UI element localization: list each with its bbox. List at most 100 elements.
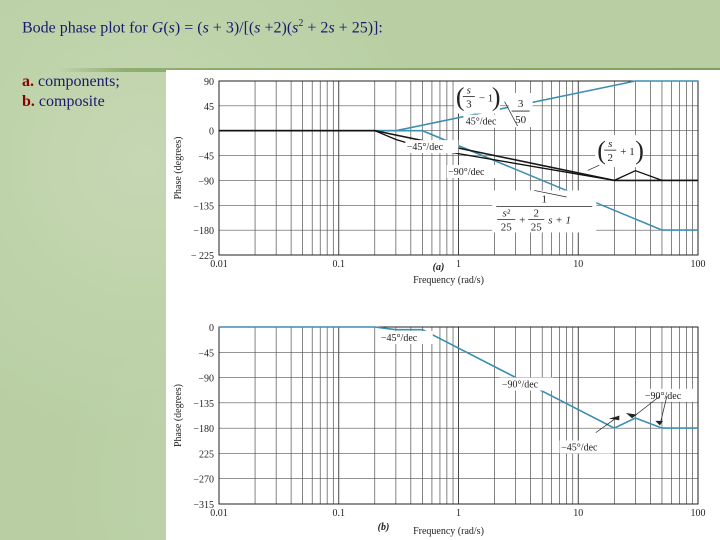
slide-title: Bode phase plot for G(s) = (s + 3)/[(s +… xyxy=(22,18,702,37)
annotation-label: −45°/dec xyxy=(561,443,598,454)
y-axis-label: Phase (degrees) xyxy=(173,384,184,447)
y-tick-label: 0 xyxy=(209,127,214,138)
annotation-bg xyxy=(508,93,533,128)
leader-line xyxy=(587,164,600,171)
annotation-label: 45°/dec xyxy=(466,117,497,128)
x-tick-label: 1 xyxy=(456,259,461,270)
y-tick-label: 45 xyxy=(204,102,214,113)
title-prefix: Bode phase plot for xyxy=(22,19,152,37)
title-part: + 2 xyxy=(303,19,329,37)
annotation-label: + 1 xyxy=(620,146,634,158)
y-tick-label: −45 xyxy=(198,348,214,359)
bullet-item: b. composite xyxy=(22,92,120,112)
annotation-label: −45°/dec xyxy=(381,333,418,344)
y-tick-label: − 225 xyxy=(191,251,214,262)
y-tick-label: −270 xyxy=(193,475,214,486)
y-axis-label: Phase (degrees) xyxy=(173,136,184,199)
x-axis-label: Frequency (rad/s) xyxy=(413,275,484,286)
annotation-paren: ) xyxy=(492,83,501,112)
annotation-label: 3 xyxy=(518,98,524,110)
y-tick-label: −90 xyxy=(198,176,214,187)
bullet-text: composite xyxy=(34,93,105,110)
y-tick-label: −180 xyxy=(193,424,214,435)
bode-figure: 90 45 0 −45 −90 −135 −180− 225 0.01 0.1 1 10 100 Fre… xyxy=(166,70,720,540)
annotation-bg xyxy=(499,377,553,391)
x-tick-label: 0.01 xyxy=(210,259,228,270)
bullet-list: a. components; b. composite xyxy=(22,72,120,112)
x-tick-label: 10 xyxy=(573,259,583,270)
y-tick-label: −45 xyxy=(198,152,214,163)
annotation-label: s² xyxy=(502,207,510,219)
panel-label: (b) xyxy=(378,522,390,533)
x-tick-label: 0.01 xyxy=(210,508,228,519)
title-part: +2)( xyxy=(260,19,293,37)
title-g: G xyxy=(151,19,164,37)
bullet-text: components; xyxy=(34,73,120,90)
annotation-bg xyxy=(492,190,597,233)
title-var: s xyxy=(202,19,209,37)
bullet-label: a. xyxy=(22,73,34,90)
title-part: ) = ( xyxy=(174,19,203,37)
annotation-label: 2 xyxy=(533,207,539,219)
title-sup: 2 xyxy=(298,18,304,29)
bullet-label: b. xyxy=(22,93,35,110)
y-tick-label: 225 xyxy=(199,449,214,460)
annotation-paren: ( xyxy=(597,136,606,165)
annotation-bg xyxy=(453,81,500,114)
annotation-label: −90°/dec xyxy=(502,380,539,391)
panel-label: (a) xyxy=(433,262,445,273)
x-tick-label: 0.1 xyxy=(333,259,346,270)
y-tick-label: −135 xyxy=(193,201,214,212)
leader-line xyxy=(659,396,668,426)
annotation-bg xyxy=(559,440,613,454)
annotation-label: 50 xyxy=(515,114,527,126)
title-var: s xyxy=(292,19,299,37)
annotation-label: 3 xyxy=(466,99,472,111)
annotation-label: −90°/dec xyxy=(645,391,682,402)
arrow-head xyxy=(625,412,638,419)
plot-frame xyxy=(218,326,699,505)
leader-line xyxy=(534,190,567,198)
leader-line xyxy=(631,395,661,419)
arrow-head xyxy=(608,415,620,421)
annotation-label: 2 xyxy=(608,152,614,164)
leader-line xyxy=(504,101,518,127)
y-tick-label: −90 xyxy=(198,374,214,385)
annotation-label: 25 xyxy=(531,221,543,233)
title-part: + 25)]: xyxy=(334,19,383,37)
annotation-label: −45°/dec xyxy=(407,142,444,153)
annotation-label: s + 1 xyxy=(548,214,571,226)
arrow-head xyxy=(655,420,663,426)
plot-frame xyxy=(218,80,699,256)
x-tick-label: 0.1 xyxy=(333,508,346,519)
y-tick-label: −315 xyxy=(193,500,214,511)
annotation-bg xyxy=(446,164,500,178)
title-var: s xyxy=(328,19,335,37)
annotation-bg xyxy=(595,135,644,168)
y-tick-label: 0 xyxy=(209,323,214,334)
annotation-label: + xyxy=(519,214,525,226)
x-axis-label: Frequency (rad/s) xyxy=(413,526,484,537)
title-part: ( xyxy=(163,19,169,37)
annotation-bg xyxy=(405,140,459,154)
annotation-bg xyxy=(463,114,516,128)
annotation-label: s xyxy=(467,85,471,97)
x-tick-label: 1 xyxy=(456,508,461,519)
bullet-item: a. components; xyxy=(22,72,120,92)
annotation-label: s xyxy=(608,138,612,150)
annotation-label: −90°/dec xyxy=(448,167,485,178)
title-var: s xyxy=(168,19,175,37)
title-var: s xyxy=(254,19,261,37)
x-tick-label: 100 xyxy=(691,508,706,519)
y-tick-label: −180 xyxy=(193,226,214,237)
series-line xyxy=(219,130,698,182)
annotation-label: − 1 xyxy=(479,93,493,105)
annotation-bg xyxy=(379,330,433,344)
y-tick-label: 90 xyxy=(204,77,214,88)
annotation-label: 25 xyxy=(501,221,513,233)
y-tick-label: −135 xyxy=(193,399,214,410)
annotation-paren: ) xyxy=(635,136,644,165)
title-part: + 3)/[( xyxy=(208,19,255,37)
annotation-label: 1 xyxy=(541,193,547,205)
